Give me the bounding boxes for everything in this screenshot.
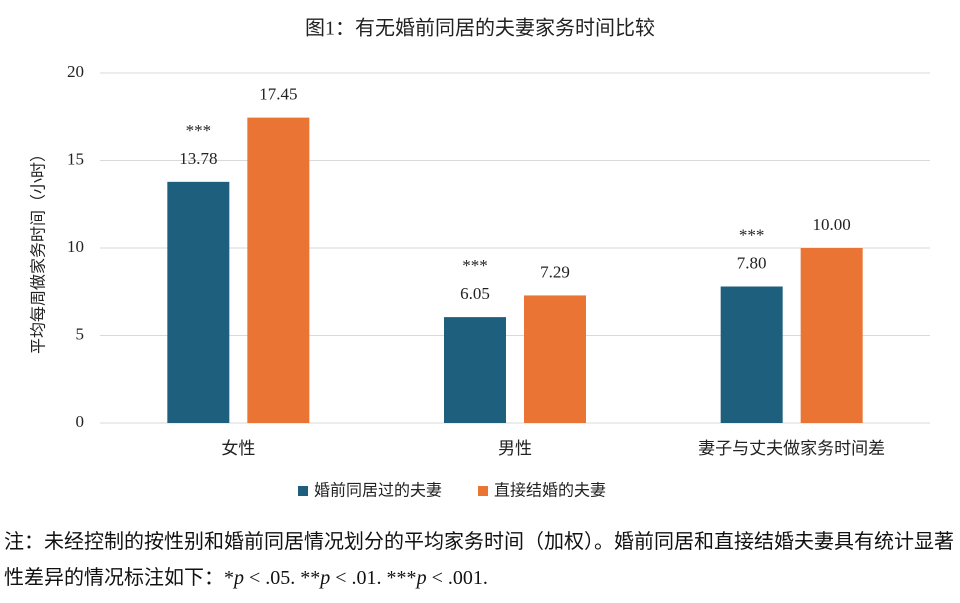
note-text: < .001. [426, 567, 488, 589]
legend-swatch [478, 486, 489, 496]
note: 注：未经控制的按性别和婚前同居情况划分的平均家务时间（加权）。婚前同居和直接结婚… [4, 524, 956, 596]
note-text: p [234, 567, 244, 589]
note-text: < .01. *** [330, 567, 417, 589]
bar [800, 248, 863, 423]
significance-label: *** [739, 225, 765, 244]
chart: 图1：有无婚前同居的夫妻家务时间比较 平均每周做家务时间（小时） 0 5 10 15 2… [30, 17, 930, 500]
bar [524, 295, 586, 423]
bar [247, 117, 310, 423]
bar [444, 317, 506, 423]
legend-swatch [298, 486, 308, 496]
value-label: 7.80 [737, 253, 767, 272]
y-axis-label: 平均每周做家务时间（小时） [30, 146, 48, 354]
legend-label: 直接结婚的夫妻 [494, 482, 606, 500]
legend-label: 婚前同居过的夫妻 [314, 482, 442, 500]
note-text: < .05. ** [244, 567, 321, 589]
y-tick-label: 20 [67, 62, 84, 81]
note-text: 注：未经控制的按性别和婚前同居情况划分的平均家务时间（加权）。婚前同居和直接结婚… [4, 531, 954, 589]
bar [167, 181, 230, 423]
value-label: 13.78 [179, 149, 217, 168]
y-tick-label: 15 [67, 149, 84, 168]
value-label: 10.00 [813, 215, 851, 234]
y-tick-label: 0 [76, 412, 85, 431]
value-label: 17.45 [259, 85, 297, 104]
significance-label: *** [186, 121, 212, 140]
note-text: p [320, 567, 331, 589]
significance-label: *** [462, 256, 488, 275]
y-tick-label: 10 [67, 237, 84, 256]
y-tick-label: 5 [76, 324, 85, 343]
note-text: p [416, 567, 427, 589]
x-tick-label: 妻子与丈夫做家务时间差 [698, 439, 885, 458]
bar [720, 286, 783, 423]
x-tick-label: 女性 [221, 439, 255, 458]
x-tick-label: 男性 [498, 439, 532, 458]
value-label: 7.29 [540, 262, 570, 281]
value-label: 6.05 [460, 284, 490, 303]
chart-title: 图1：有无婚前同居的夫妻家务时间比较 [305, 17, 655, 40]
